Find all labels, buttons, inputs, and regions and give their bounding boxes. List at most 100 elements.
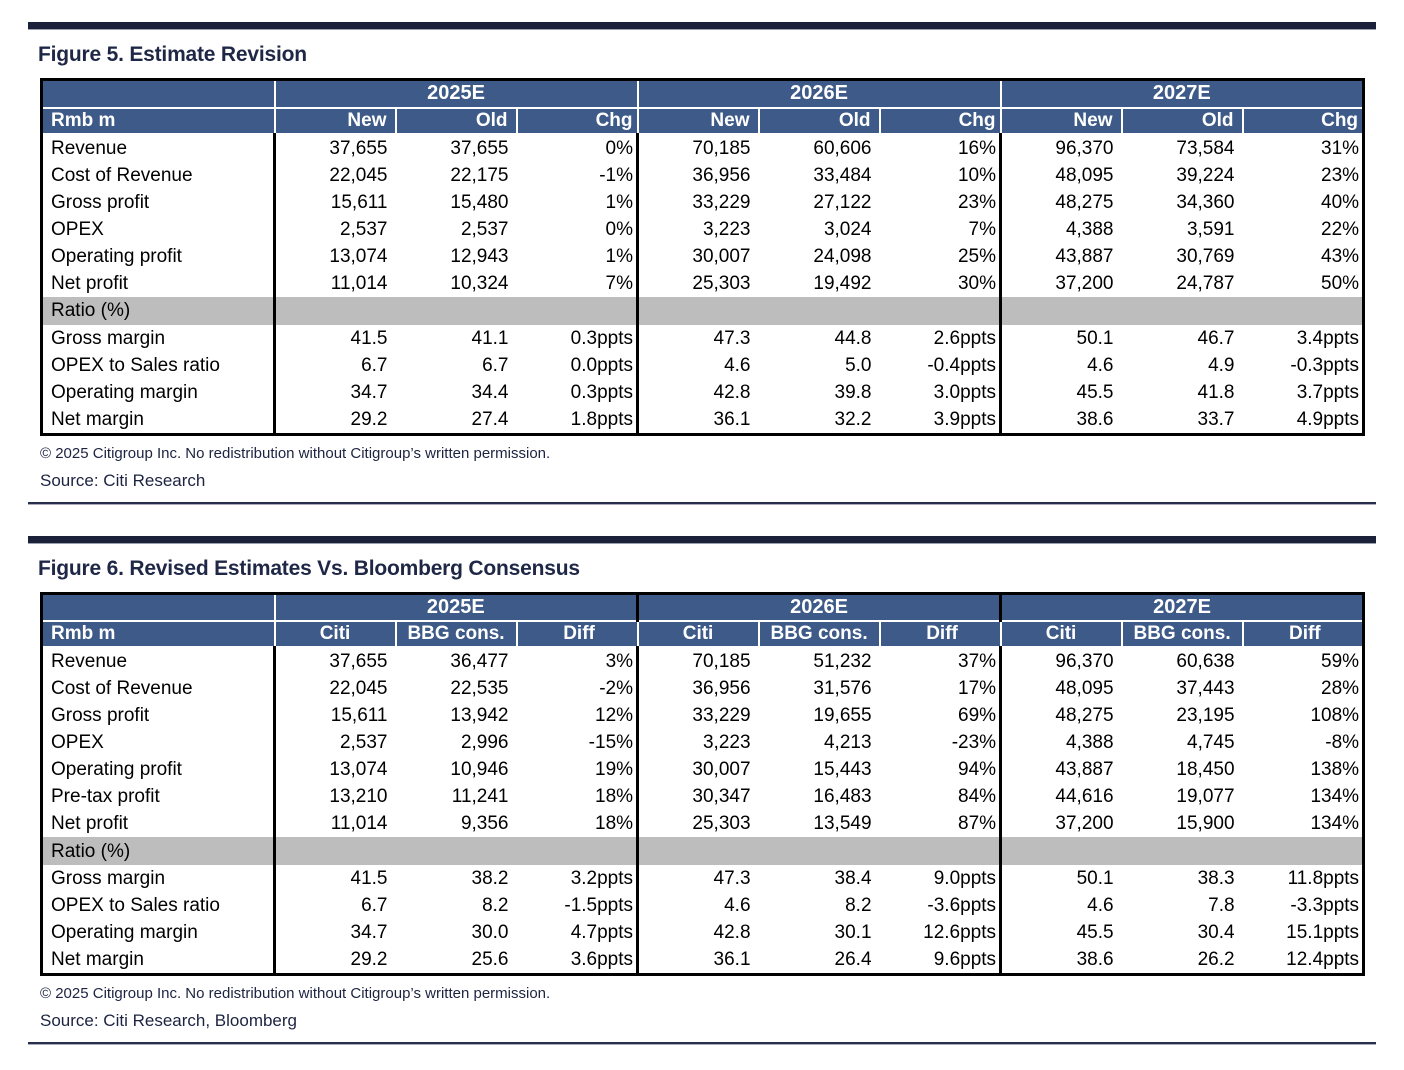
ratio-band-cell xyxy=(1121,837,1243,865)
column-header: Chg xyxy=(515,106,639,135)
cell-value: 108% xyxy=(1310,705,1360,726)
cell-value: 13,210 xyxy=(273,783,396,810)
row-label: Gross profit xyxy=(51,191,150,213)
cell-value: 0.3ppts xyxy=(570,327,633,349)
column-header: New xyxy=(636,106,760,135)
column-header: BBG cons. xyxy=(757,620,881,648)
row-label: OPEX xyxy=(51,218,104,240)
cell-value: 11,241 xyxy=(451,786,509,807)
column-header: Citi xyxy=(636,620,760,648)
cell-value: -3.3ppts xyxy=(1290,895,1360,916)
cell-value: 4,388 xyxy=(999,215,1122,243)
cell-value: 3.0ppts xyxy=(933,381,996,403)
row-label: Operating profit xyxy=(51,245,182,267)
cell-value: 30,007 xyxy=(636,756,759,783)
row-unit-header: Rmb m xyxy=(40,106,276,135)
year-group-header: 2025E xyxy=(273,78,639,109)
cell-value: 24,787 xyxy=(1176,272,1235,294)
ratio-band-cell xyxy=(879,837,1001,865)
cell-value: 33.7 xyxy=(1197,408,1235,430)
table-row: Revenue 37,655 37,655 0% 70,185 60,606 16% 96,3… xyxy=(42,133,1364,162)
cell-value: 12.4ppts xyxy=(1286,949,1360,970)
column-header: Old xyxy=(1120,106,1244,135)
column-header: Old xyxy=(394,106,518,135)
cell-value: 38.4 xyxy=(834,868,872,889)
cell-value: 70,185 xyxy=(636,133,759,162)
copyright-note: © 2025 Citigroup Inc. No redistribution … xyxy=(40,985,551,1002)
ratio-band-cell xyxy=(999,296,1122,325)
cell-value: 2,537 xyxy=(460,218,509,240)
cell-value: -2% xyxy=(599,678,634,699)
cell-value: 73,584 xyxy=(1176,137,1235,159)
cell-value: 48,275 xyxy=(999,188,1122,216)
cell-value: 37% xyxy=(958,651,997,672)
column-header: Chg xyxy=(1241,106,1365,135)
cell-value: 47.3 xyxy=(636,324,759,352)
table-row: Operating margin 34.7 30.0 4.7ppts 42.8 30.1 1… xyxy=(42,919,1364,946)
ratio-band-cell xyxy=(516,837,638,865)
cell-value: 94% xyxy=(958,759,997,780)
cell-value: 18,450 xyxy=(1176,759,1235,780)
table-row: Net profit 11,014 10,324 7% 25,303 19,492 30% 3… xyxy=(42,269,1364,297)
cell-value: 43,887 xyxy=(999,242,1122,270)
column-header: New xyxy=(273,106,397,135)
cell-value: 4,745 xyxy=(1187,732,1235,753)
year-header-row: 2025E 2026E 2027E xyxy=(40,78,1365,109)
cell-value: 27.4 xyxy=(471,408,509,430)
row-label: Operating profit xyxy=(51,759,182,780)
cell-value: 11.8ppts xyxy=(1287,868,1360,889)
cell-value: 13,074 xyxy=(273,242,396,270)
cell-value: 34.7 xyxy=(273,378,396,406)
row-label: Revenue xyxy=(51,137,128,159)
row-label: Net margin xyxy=(51,949,144,970)
ratio-band-cell xyxy=(273,837,396,865)
cell-value: 15,900 xyxy=(1176,813,1235,834)
year-group-header: 2025E xyxy=(273,592,639,622)
cell-value: 3% xyxy=(605,651,634,672)
cell-value: 51,232 xyxy=(813,651,872,672)
cell-value: 34.4 xyxy=(471,381,509,403)
cell-value: 38.6 xyxy=(999,405,1122,434)
cell-value: 138% xyxy=(1310,759,1360,780)
ratio-band-label: Ratio (%) xyxy=(41,837,275,865)
cell-value: 59% xyxy=(1321,651,1360,672)
table-row: OPEX to Sales ratio 6.7 8.2 -1.5ppts 4.6 8.2-… xyxy=(42,892,1364,919)
cell-value: 45.5 xyxy=(999,378,1122,406)
cell-value: 28% xyxy=(1321,678,1360,699)
table-row: Cost of Revenue 22,045 22,535 -2% 36,956 31,5… xyxy=(42,675,1364,702)
cell-value: 15,443 xyxy=(813,759,872,780)
cell-value: -0.4ppts xyxy=(927,354,996,376)
cell-value: 19,492 xyxy=(813,272,872,294)
table-row: Cost of Revenue 22,045 22,175 -1% 36,956 33,4… xyxy=(42,161,1364,189)
cell-value: 12.6ppts xyxy=(923,922,997,943)
cell-value: 43,887 xyxy=(999,756,1122,783)
column-header: Chg xyxy=(878,106,1002,135)
cell-value: 4.7ppts xyxy=(570,922,634,943)
section-bottom-rule xyxy=(28,1042,1376,1045)
cell-value: 16% xyxy=(957,137,996,159)
cell-value: -0.3ppts xyxy=(1290,354,1360,376)
cell-value: 44,616 xyxy=(999,783,1122,810)
ratio-band-cell xyxy=(636,296,759,325)
cell-value: 39,224 xyxy=(1176,164,1235,186)
cell-value: 34.7 xyxy=(273,919,396,946)
row-label: Cost of Revenue xyxy=(51,678,193,699)
cell-value: 0.3ppts xyxy=(570,381,633,403)
cell-value: 36.1 xyxy=(636,405,759,434)
cell-value: 12,943 xyxy=(450,245,509,267)
cell-value: 13,942 xyxy=(450,705,509,726)
cell-value: 3.9ppts xyxy=(933,408,996,430)
cell-value: 19,077 xyxy=(1176,786,1235,807)
cell-value: 4,213 xyxy=(823,732,872,753)
cell-value: 19,655 xyxy=(813,705,872,726)
cell-value: 41.5 xyxy=(273,865,396,892)
cell-value: 46.7 xyxy=(1197,327,1235,349)
cell-value: 22,535 xyxy=(450,678,509,699)
column-header: Diff xyxy=(878,620,1002,648)
cell-value: 15,480 xyxy=(450,191,509,213)
cell-value: 22,175 xyxy=(450,164,509,186)
row-label: Operating margin xyxy=(51,922,198,943)
table-row: Gross profit 15,611 13,942 12% 33,229 19,655 6… xyxy=(42,702,1364,729)
cell-value: 23,195 xyxy=(1176,705,1235,726)
cell-value: 36,956 xyxy=(636,161,759,189)
